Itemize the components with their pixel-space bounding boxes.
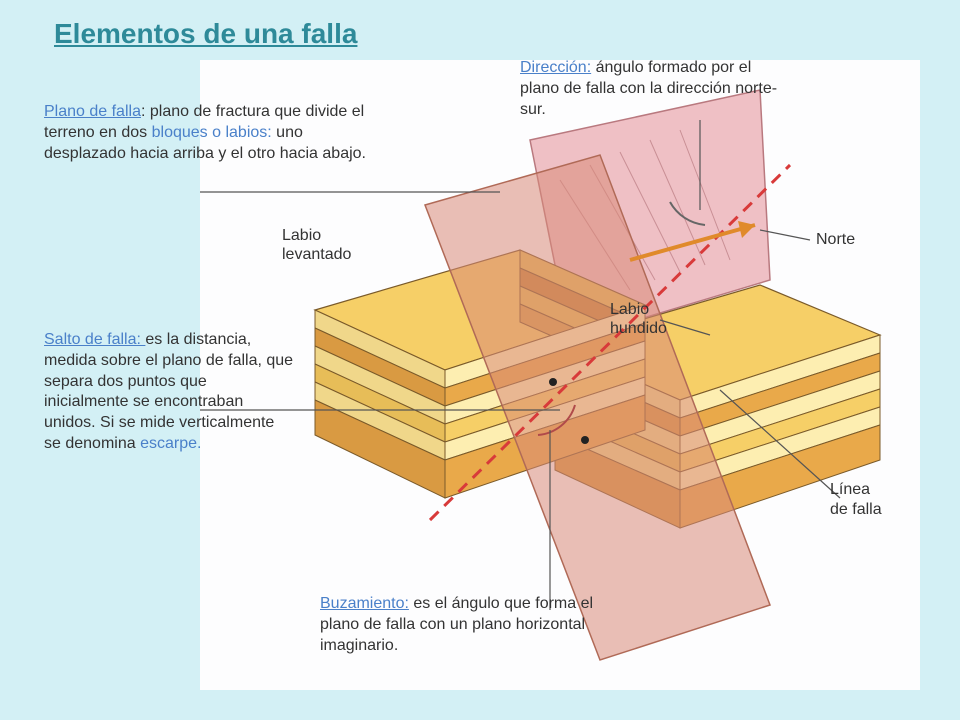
term-salto: Salto de falla: — [44, 331, 145, 348]
annotation-direccion: Dirección: ángulo formado por el plano d… — [520, 58, 780, 120]
annotation-buzamiento: Buzamiento: es el ángulo que forma el pl… — [320, 594, 620, 656]
page-title: Elementos de una falla — [54, 18, 357, 50]
annotation-plano-de-falla: Plano de falla: plano de fractura que di… — [44, 102, 374, 164]
label-linea-falla-1: Línea — [830, 480, 870, 499]
annotation-salto: Salto de falla: es la distancia, medida … — [44, 330, 294, 455]
label-norte: Norte — [816, 230, 855, 249]
stage: Elementos de una falla — [0, 0, 960, 720]
label-linea-falla-2: de falla — [830, 500, 882, 519]
label-labio-hundido: Labio hundido — [610, 300, 690, 338]
salto-point-upper — [549, 378, 557, 386]
term-plano: Plano de falla — [44, 103, 141, 120]
label-labio-levantado: Labio levantado — [282, 226, 372, 264]
term-direccion: Dirección: — [520, 59, 591, 76]
salto-point-lower — [581, 436, 589, 444]
term-buzamiento: Buzamiento: — [320, 595, 409, 612]
